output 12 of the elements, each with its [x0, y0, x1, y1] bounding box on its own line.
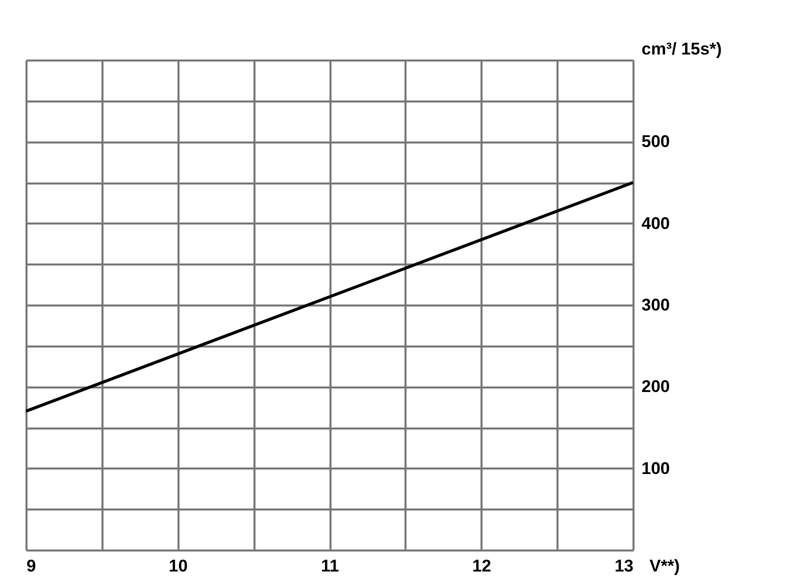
- y-tick-label: 100: [642, 458, 670, 478]
- y-tick-label: 300: [642, 296, 670, 314]
- x-tick-label: 12: [472, 556, 492, 576]
- y-tick-label: 200: [642, 377, 670, 396]
- x-tick-label: 11: [321, 556, 339, 576]
- y-axis-title: cm³/ 15s*): [642, 40, 722, 58]
- x-tick-label: 9: [26, 556, 36, 576]
- x-tick-label: 13: [614, 556, 634, 576]
- x-tick-label: 10: [168, 556, 188, 576]
- y-tick-label: 500: [642, 132, 670, 152]
- x-axis-title: V**): [650, 556, 680, 576]
- y-tick-label: 400: [642, 214, 670, 233]
